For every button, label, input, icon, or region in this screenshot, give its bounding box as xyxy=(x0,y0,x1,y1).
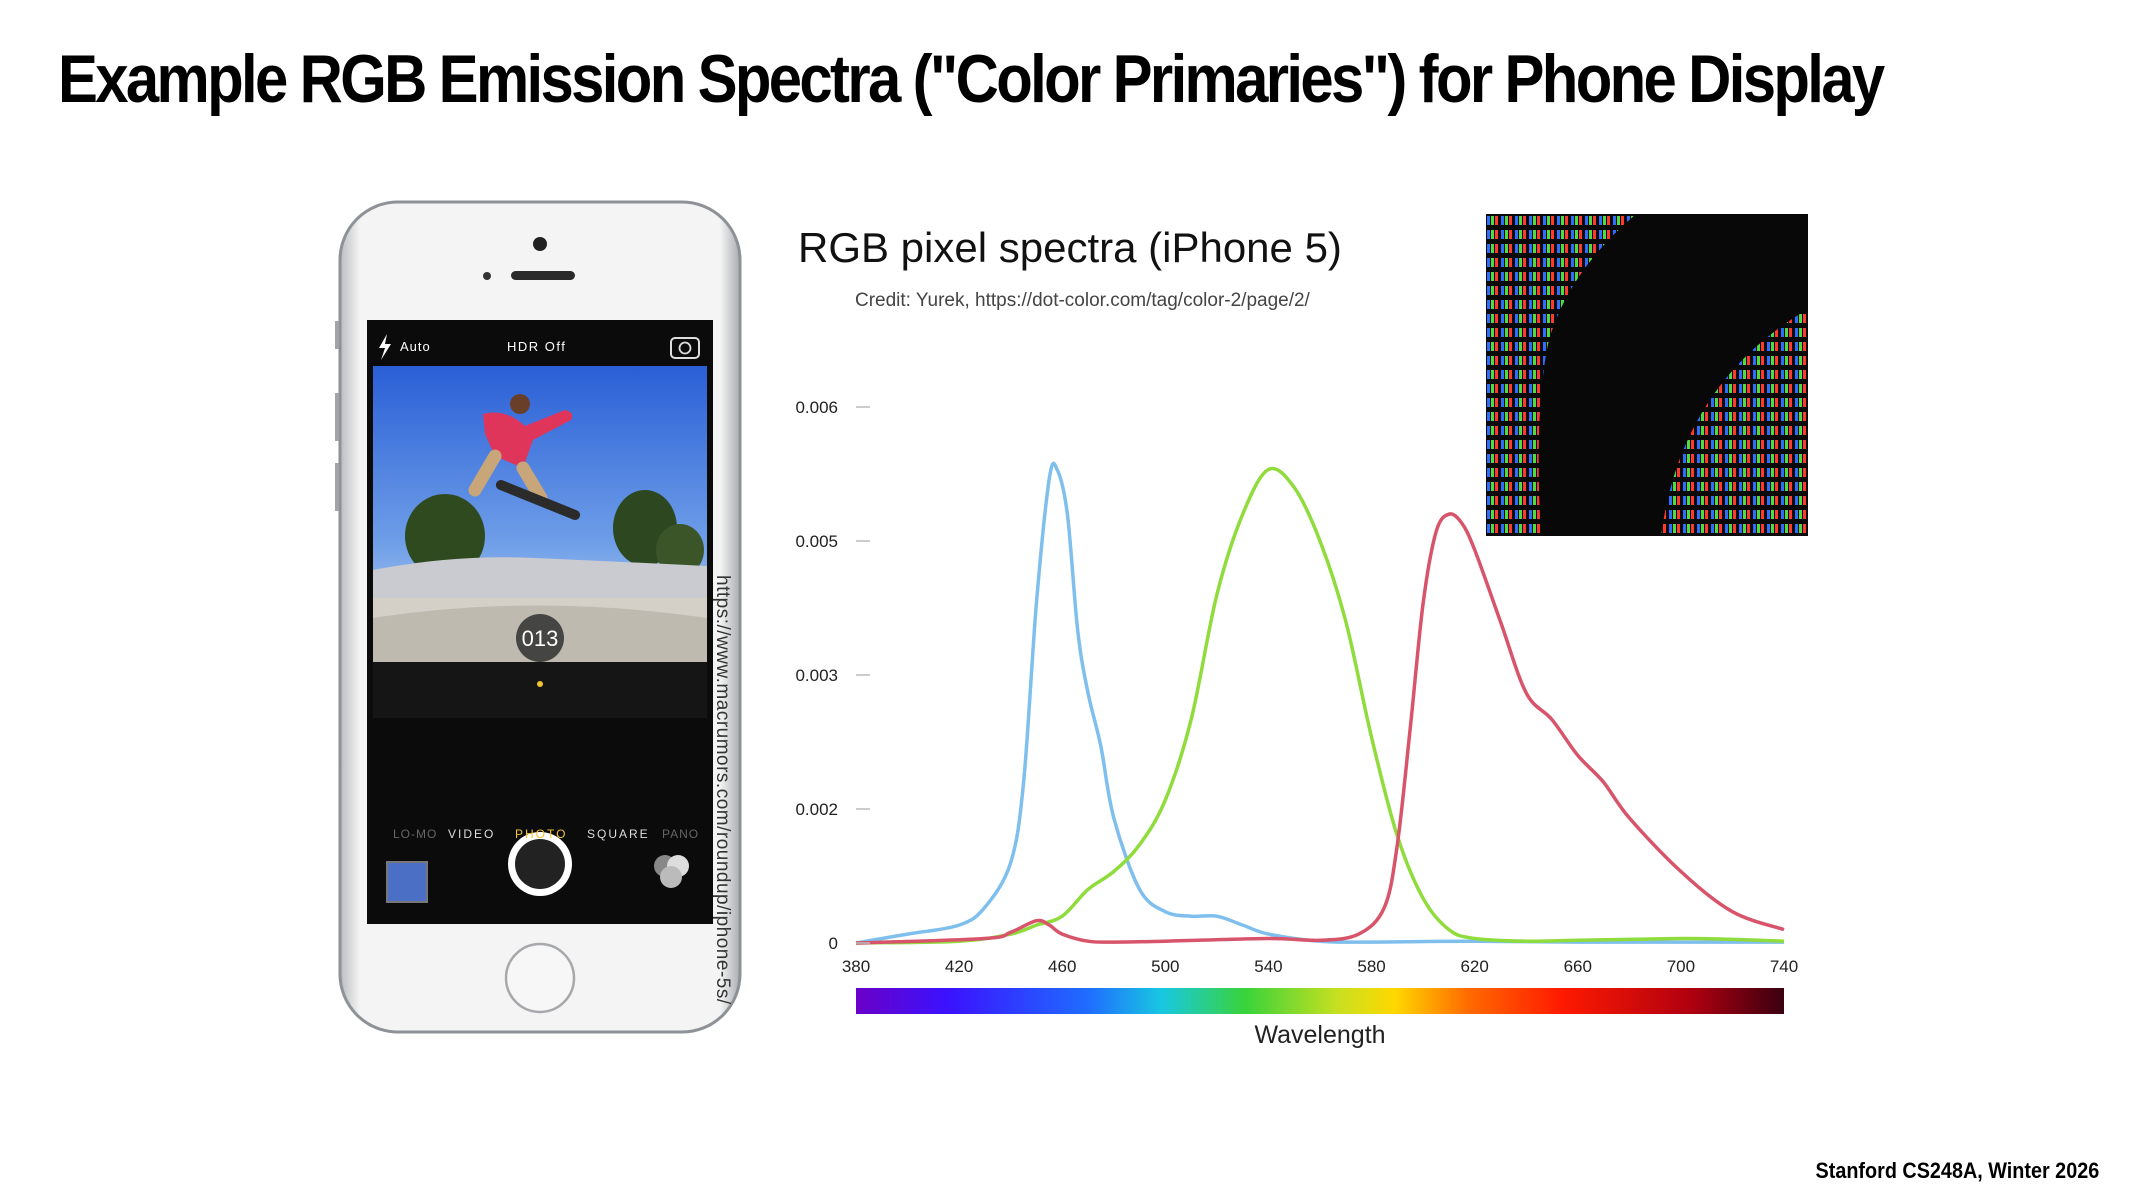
home-button xyxy=(504,942,576,1014)
earpiece xyxy=(511,271,575,280)
x-tick-label: 460 xyxy=(1048,957,1076,976)
x-tick-label: 500 xyxy=(1151,957,1179,976)
x-tick-label: 660 xyxy=(1564,957,1592,976)
y-tick-label: 0.002 xyxy=(795,800,838,819)
chart-credit: Credit: Yurek, https://dot-color.com/tag… xyxy=(855,290,1310,311)
slide-footer: Stanford CS248A, Winter 2026 xyxy=(1815,1158,2099,1183)
blue-spectrum-curve xyxy=(855,461,1784,945)
flip-camera-icon xyxy=(670,337,700,359)
x-tick-label: 540 xyxy=(1254,957,1282,976)
x-tick-label: 380 xyxy=(842,957,870,976)
green-spectrum-curve xyxy=(855,466,1785,945)
photo-counter: 013 xyxy=(521,626,559,651)
mode-video: VIDEO xyxy=(448,827,496,841)
y-tick-label: 0.006 xyxy=(795,398,838,417)
photo-thumbnail xyxy=(386,861,428,903)
mode-lo-mo: LO-MO xyxy=(393,827,438,841)
red-spectrum-curve xyxy=(855,512,1785,945)
subpixel-closeup-photo xyxy=(1486,214,1808,536)
mode-pano: PANO xyxy=(662,827,700,841)
skater-figure xyxy=(483,410,573,468)
mode-square: SQUARE xyxy=(587,827,650,841)
flash-mode-label: Auto xyxy=(400,339,431,354)
mode-photo: PHOTO xyxy=(515,827,568,841)
y-tick-label: 0 xyxy=(829,934,838,953)
flash-icon xyxy=(379,334,391,360)
x-tick-label: 580 xyxy=(1357,957,1385,976)
hdr-label: HDR Off xyxy=(507,339,567,354)
x-tick-label: 700 xyxy=(1667,957,1695,976)
chart-title: RGB pixel spectra (iPhone 5) xyxy=(798,224,1342,271)
wavelength-spectrum-bar xyxy=(856,988,1784,1014)
x-axis-label: Wavelength xyxy=(1254,1021,1385,1049)
slide-title: Example RGB Emission Spectra ("Color Pri… xyxy=(58,41,1885,117)
x-tick-label: 740 xyxy=(1770,957,1798,976)
y-tick-label: 0.003 xyxy=(795,666,838,685)
x-tick-label: 420 xyxy=(945,957,973,976)
front-camera xyxy=(533,237,547,251)
y-tick-label: 0.005 xyxy=(795,532,838,551)
iphone-image xyxy=(335,200,742,1034)
x-tick-label: 620 xyxy=(1460,957,1488,976)
